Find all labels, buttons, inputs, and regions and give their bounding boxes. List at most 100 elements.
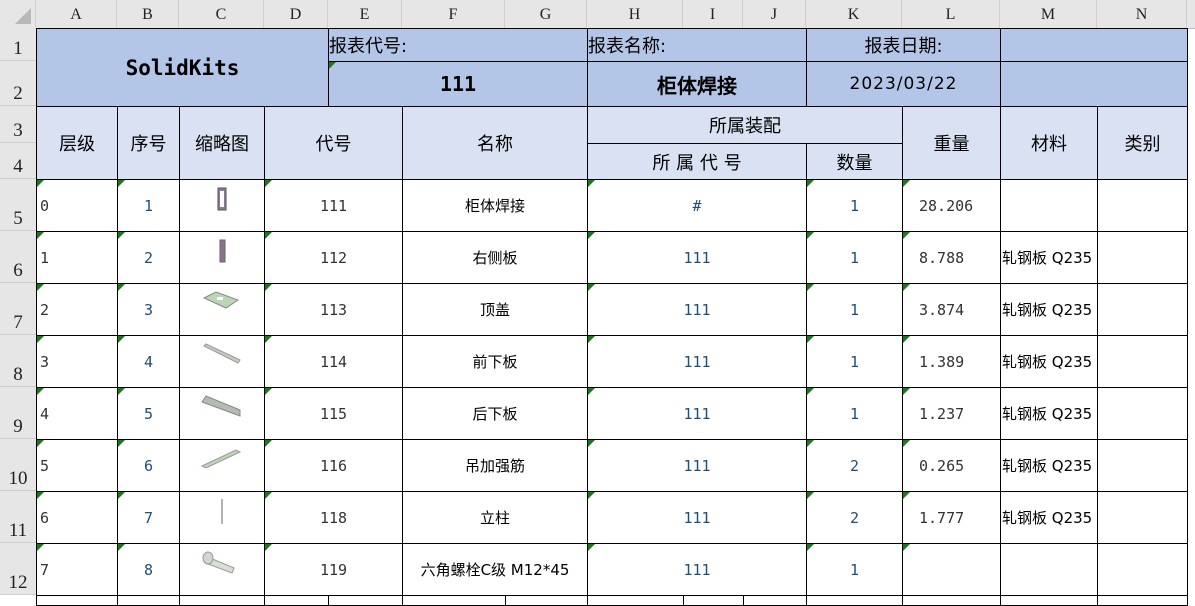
empty-cell[interactable] bbox=[743, 595, 807, 606]
parent-code-cell[interactable]: 111 bbox=[587, 387, 807, 440]
header-assembly[interactable]: 所属装配 bbox=[587, 106, 903, 144]
empty-cell[interactable] bbox=[683, 595, 744, 606]
header-category[interactable]: 类别 bbox=[1097, 106, 1188, 180]
empty-cell[interactable] bbox=[264, 595, 329, 606]
level-cell[interactable]: 4 bbox=[36, 387, 118, 440]
select-all-corner[interactable] bbox=[0, 0, 36, 28]
empty-cell[interactable] bbox=[328, 595, 403, 606]
column-header-M[interactable]: M bbox=[1000, 0, 1097, 28]
report-code-label[interactable]: 报表代号: bbox=[328, 28, 588, 62]
parent-code-cell[interactable]: 111 bbox=[587, 491, 807, 544]
thumbnail-cell[interactable] bbox=[179, 179, 265, 232]
empty-cell[interactable] bbox=[36, 595, 118, 606]
column-header-A[interactable]: A bbox=[36, 0, 117, 28]
parent-code-cell[interactable]: 111 bbox=[587, 439, 807, 492]
category-cell[interactable] bbox=[1097, 439, 1188, 492]
header-qty[interactable]: 数量 bbox=[806, 143, 903, 180]
code-cell[interactable]: 112 bbox=[264, 231, 403, 284]
seq-cell[interactable]: 7 bbox=[117, 491, 180, 544]
material-cell[interactable]: 冷轧钢板 Q235 bbox=[1000, 335, 1098, 388]
row-header-4[interactable]: 4 bbox=[0, 143, 36, 179]
category-cell[interactable] bbox=[1097, 335, 1188, 388]
column-header-H[interactable]: H bbox=[587, 0, 683, 28]
parent-code-cell[interactable]: 111 bbox=[587, 231, 807, 284]
row-header-10[interactable]: 10 bbox=[0, 439, 36, 491]
report-name-value[interactable]: 柜体焊接 bbox=[587, 61, 807, 107]
qty-cell[interactable]: 1 bbox=[806, 387, 903, 440]
material-cell[interactable]: 冷轧钢板 Q235 bbox=[1000, 439, 1098, 492]
brand-cell[interactable]: SolidKits bbox=[36, 28, 329, 107]
weight-cell[interactable]: 28.206 bbox=[902, 179, 1001, 232]
column-header-N[interactable]: N bbox=[1097, 0, 1187, 28]
code-cell[interactable]: 119 bbox=[264, 543, 403, 596]
row-header-11[interactable]: 11 bbox=[0, 491, 36, 543]
parent-code-cell[interactable]: 111 bbox=[587, 283, 807, 336]
parent-code-cell[interactable]: 111 bbox=[587, 543, 807, 596]
header-level[interactable]: 层级 bbox=[36, 106, 118, 180]
weight-cell[interactable] bbox=[902, 543, 1001, 596]
category-cell[interactable] bbox=[1097, 543, 1188, 596]
parent-code-cell[interactable]: 111 bbox=[587, 335, 807, 388]
level-cell[interactable]: 6 bbox=[36, 491, 118, 544]
header-thumbnail[interactable]: 缩略图 bbox=[179, 106, 265, 180]
header-parent-code[interactable]: 所 属 代 号 bbox=[587, 143, 807, 180]
report-code-value[interactable]: 111 bbox=[328, 61, 588, 107]
parent-code-cell[interactable]: # bbox=[587, 179, 807, 232]
qty-cell[interactable]: 1 bbox=[806, 335, 903, 388]
category-cell[interactable] bbox=[1097, 387, 1188, 440]
empty-cell[interactable] bbox=[1000, 595, 1098, 606]
report-date-label[interactable]: 报表日期: bbox=[806, 28, 1001, 62]
name-cell[interactable]: 柜体焊接 bbox=[402, 179, 588, 232]
header-code[interactable]: 代号 bbox=[264, 106, 403, 180]
qty-cell[interactable]: 1 bbox=[806, 231, 903, 284]
code-cell[interactable]: 115 bbox=[264, 387, 403, 440]
seq-cell[interactable]: 1 bbox=[117, 179, 180, 232]
seq-cell[interactable]: 3 bbox=[117, 283, 180, 336]
code-cell[interactable]: 114 bbox=[264, 335, 403, 388]
level-cell[interactable]: 1 bbox=[36, 231, 118, 284]
column-header-L[interactable]: L bbox=[902, 0, 1000, 28]
report-name-label[interactable]: 报表名称: bbox=[587, 28, 807, 62]
qty-cell[interactable]: 1 bbox=[806, 283, 903, 336]
material-cell[interactable]: 冷轧钢板 Q235 bbox=[1000, 387, 1098, 440]
empty-cell[interactable] bbox=[179, 595, 265, 606]
level-cell[interactable]: 5 bbox=[36, 439, 118, 492]
category-cell[interactable] bbox=[1097, 179, 1188, 232]
name-cell[interactable]: 顶盖 bbox=[402, 283, 588, 336]
material-cell[interactable]: 冷轧钢板 Q235 bbox=[1000, 231, 1098, 284]
material-cell[interactable] bbox=[1000, 543, 1098, 596]
material-cell[interactable] bbox=[1000, 179, 1098, 232]
report-date-value[interactable]: 2023/03/22 bbox=[806, 61, 1001, 107]
column-header-I[interactable]: I bbox=[683, 0, 743, 28]
level-cell[interactable]: 3 bbox=[36, 335, 118, 388]
row-header-8[interactable]: 8 bbox=[0, 335, 36, 387]
empty-header-cell[interactable] bbox=[1000, 61, 1188, 107]
thumbnail-cell[interactable] bbox=[179, 491, 265, 544]
weight-cell[interactable]: 1.237 bbox=[902, 387, 1001, 440]
qty-cell[interactable]: 2 bbox=[806, 491, 903, 544]
category-cell[interactable] bbox=[1097, 283, 1188, 336]
seq-cell[interactable]: 4 bbox=[117, 335, 180, 388]
row-header-1[interactable]: 1 bbox=[0, 28, 36, 61]
category-cell[interactable] bbox=[1097, 491, 1188, 544]
column-header-F[interactable]: F bbox=[402, 0, 505, 28]
column-header-J[interactable]: J bbox=[743, 0, 806, 28]
thumbnail-cell[interactable] bbox=[179, 335, 265, 388]
thumbnail-cell[interactable] bbox=[179, 439, 265, 492]
name-cell[interactable]: 立柱 bbox=[402, 491, 588, 544]
row-header-3[interactable]: 3 bbox=[0, 106, 36, 143]
row-header-5[interactable]: 5 bbox=[0, 179, 36, 231]
name-cell[interactable]: 六角螺栓C级 M12*45 bbox=[402, 543, 588, 596]
empty-cell[interactable] bbox=[587, 595, 684, 606]
qty-cell[interactable]: 1 bbox=[806, 543, 903, 596]
weight-cell[interactable]: 1.389 bbox=[902, 335, 1001, 388]
row-header-7[interactable]: 7 bbox=[0, 283, 36, 335]
code-cell[interactable]: 111 bbox=[264, 179, 403, 232]
thumbnail-cell[interactable] bbox=[179, 283, 265, 336]
empty-cell[interactable] bbox=[505, 595, 588, 606]
seq-cell[interactable]: 8 bbox=[117, 543, 180, 596]
qty-cell[interactable]: 2 bbox=[806, 439, 903, 492]
empty-cell[interactable] bbox=[402, 595, 506, 606]
code-cell[interactable]: 116 bbox=[264, 439, 403, 492]
header-weight[interactable]: 重量 bbox=[902, 106, 1001, 180]
